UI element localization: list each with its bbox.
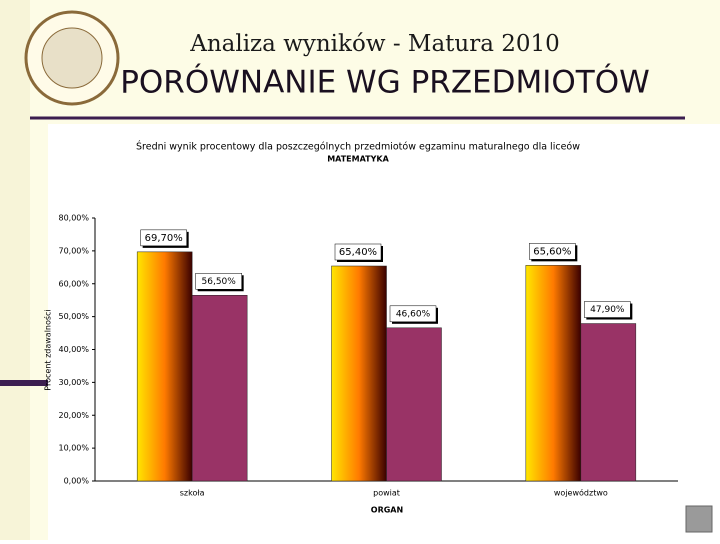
y-tick-label: 40,00% [58, 345, 89, 354]
logo-inner [41, 27, 103, 89]
nav-button[interactable] [685, 505, 713, 533]
bar [525, 265, 582, 482]
chart-title: Średni wynik procentowy dla poszczególny… [136, 141, 580, 153]
y-tick-label: 0,00% [64, 477, 90, 486]
x-tick-label: powiat [373, 489, 400, 498]
bar [331, 265, 387, 482]
value-label: 65,60% [533, 246, 571, 257]
value-label-box [389, 305, 437, 323]
y-tick-label: 50,00% [58, 312, 89, 321]
y-tick-label: 60,00% [58, 279, 89, 288]
value-label-box [529, 243, 576, 260]
value-label: 65,40% [339, 247, 377, 258]
value-label: 69,70% [145, 233, 183, 244]
slide-heading: PORÓWNANIE WG PRZEDMIOTÓW [120, 64, 650, 101]
x-tick-label: województwo [554, 488, 608, 498]
value-label: 46,60% [396, 309, 431, 319]
side-strip [0, 0, 30, 540]
bar [386, 327, 442, 482]
y-tick-label: 10,00% [58, 444, 89, 453]
bar [136, 251, 193, 482]
y-tick-label: 30,00% [58, 378, 89, 387]
y-tick-label: 80,00% [58, 214, 89, 223]
bar [580, 323, 637, 482]
value-label-box [195, 273, 242, 290]
value-label: 56,50% [202, 277, 237, 287]
side-bar [0, 380, 48, 386]
y-tick-label: 70,00% [58, 246, 89, 255]
value-label-box [140, 229, 187, 247]
x-tick-label: szkoła [180, 489, 205, 498]
value-label-box [334, 243, 382, 261]
value-label: 47,90% [590, 305, 625, 315]
y-tick-label: 20,00% [58, 411, 89, 420]
y-axis-label: Procent zdawalności [43, 309, 53, 390]
x-axis-label: ORGAN [371, 506, 403, 515]
bar [191, 295, 248, 482]
chart-subtitle: MATEMATYKA [327, 155, 389, 164]
value-label-box [584, 301, 631, 318]
slide-title: Analiza wyników - Matura 2010 [189, 31, 560, 57]
